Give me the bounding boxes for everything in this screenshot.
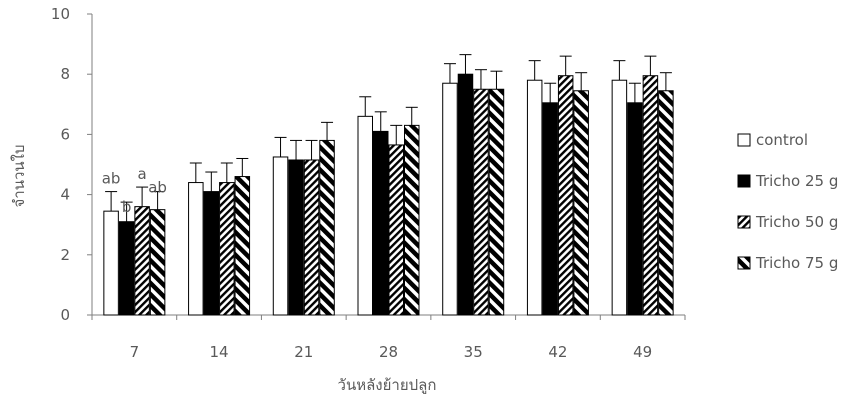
x-axis-title: วันหลังย้ายปลูก (338, 376, 437, 394)
bar (627, 102, 643, 316)
y-axis: 0 2 4 6 8 10 (51, 5, 93, 324)
x-tick-label: 14 (210, 343, 229, 361)
bar (488, 88, 505, 316)
bar (272, 156, 289, 316)
bar (149, 209, 166, 316)
significance-letter: a (138, 165, 147, 183)
y-tick-label: 0 (60, 306, 70, 324)
legend-swatch (737, 215, 751, 229)
significance-letter: ab (102, 170, 121, 188)
bar (442, 82, 458, 316)
bar (388, 144, 404, 316)
bar (118, 221, 135, 316)
y-tick-label: 4 (60, 186, 70, 204)
x-tick-label: 7 (130, 343, 140, 361)
legend-label: Tricho 50 g (755, 213, 838, 231)
x-tick-label: 49 (633, 343, 652, 361)
y-tick-label: 6 (60, 125, 70, 143)
legend-label: Tricho 25 g (755, 172, 838, 190)
bar (611, 79, 628, 316)
x-tick-label: 35 (464, 343, 483, 361)
bar (234, 176, 251, 316)
bar (319, 139, 335, 316)
bar (573, 90, 589, 316)
legend-swatch (737, 256, 751, 270)
bar (404, 124, 420, 316)
significance-letter: ab (148, 179, 167, 197)
bar (357, 115, 373, 316)
x-tick-label: 28 (379, 343, 398, 361)
y-tick-label: 10 (51, 5, 70, 23)
bar (134, 206, 150, 316)
x-tick-label: 42 (548, 343, 567, 361)
y-tick-label: 2 (60, 246, 70, 264)
bar (542, 102, 558, 316)
bar (219, 182, 235, 316)
bar (473, 88, 489, 316)
significance-letter: b (122, 198, 132, 216)
x-tick-label: 21 (294, 343, 313, 361)
bar (557, 75, 574, 316)
legend-swatch (737, 133, 751, 147)
bar (188, 182, 204, 316)
y-tick-label: 8 (60, 65, 70, 83)
bar (642, 75, 659, 316)
bars (103, 54, 674, 316)
bar (203, 191, 220, 316)
bar (658, 90, 674, 316)
legend-swatch (737, 174, 751, 188)
bar (457, 73, 474, 316)
bar (288, 159, 304, 316)
bar (373, 130, 389, 316)
legend-label: control (756, 131, 808, 149)
bar (103, 210, 119, 316)
legend: control Tricho 25 g Tricho 50 g Tricho 75 g (737, 131, 838, 272)
legend-label: Tricho 75 g (755, 254, 838, 272)
bar (303, 159, 320, 316)
bar (526, 79, 543, 316)
y-axis-title: จำนวนใบ (10, 145, 28, 208)
x-axis: 7 14 21 28 35 42 49 (91, 314, 686, 361)
